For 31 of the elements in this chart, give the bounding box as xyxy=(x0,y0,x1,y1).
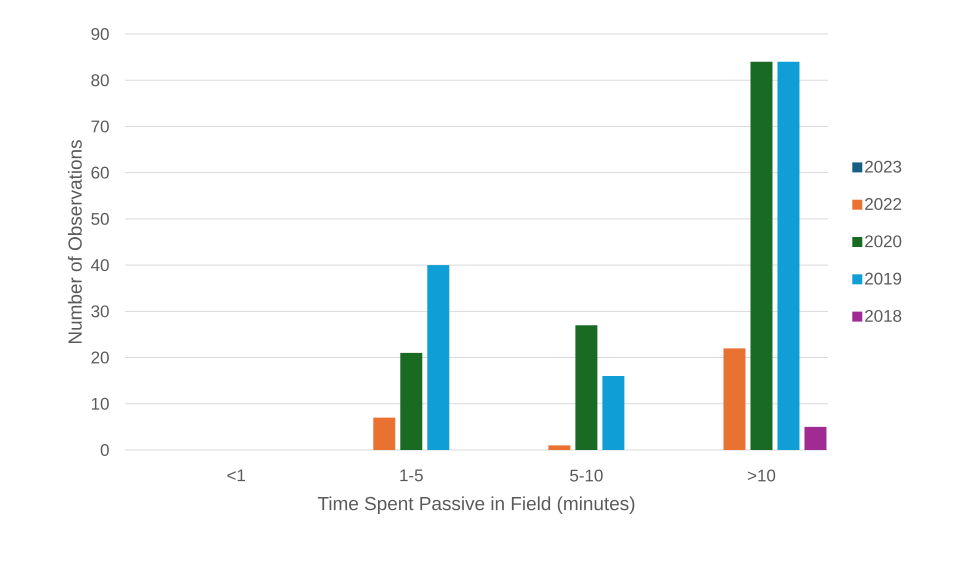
bar xyxy=(750,62,772,450)
bar xyxy=(804,426,826,450)
legend-label: 2020 xyxy=(865,235,902,248)
y-tick-label: 40 xyxy=(91,259,109,272)
y-tick-label: 60 xyxy=(92,166,109,179)
y-tick-label: 30 xyxy=(91,305,109,318)
x-tick-label: 1-5 xyxy=(400,470,423,482)
bar xyxy=(400,352,422,450)
bar xyxy=(723,348,746,450)
y-tick-label: 0 xyxy=(100,444,109,456)
y-axis-title: Number of Observations xyxy=(68,140,82,344)
y-tick-label: 20 xyxy=(92,352,109,364)
bar xyxy=(373,418,396,450)
x-tick-label: >10 xyxy=(748,470,776,482)
bar xyxy=(427,265,450,450)
bar xyxy=(777,62,800,450)
bar xyxy=(548,445,570,450)
x-axis-title: Time Spent Passive in Field (minutes) xyxy=(318,496,634,514)
y-tick-label: 90 xyxy=(91,28,109,40)
legend-label: 2023 xyxy=(865,160,902,173)
legend-label: 2019 xyxy=(865,272,902,285)
legend-label: 2022 xyxy=(865,198,902,210)
y-tick-label: 80 xyxy=(91,74,109,86)
bar xyxy=(602,376,624,450)
x-tick-label: 5-10 xyxy=(570,470,603,482)
y-tick-label: 10 xyxy=(92,398,109,410)
bar xyxy=(575,325,598,450)
legend-label: 2018 xyxy=(865,310,902,322)
y-tick-label: 50 xyxy=(91,212,109,225)
y-tick-label: 70 xyxy=(92,120,109,132)
x-tick-label: <1 xyxy=(227,470,246,482)
